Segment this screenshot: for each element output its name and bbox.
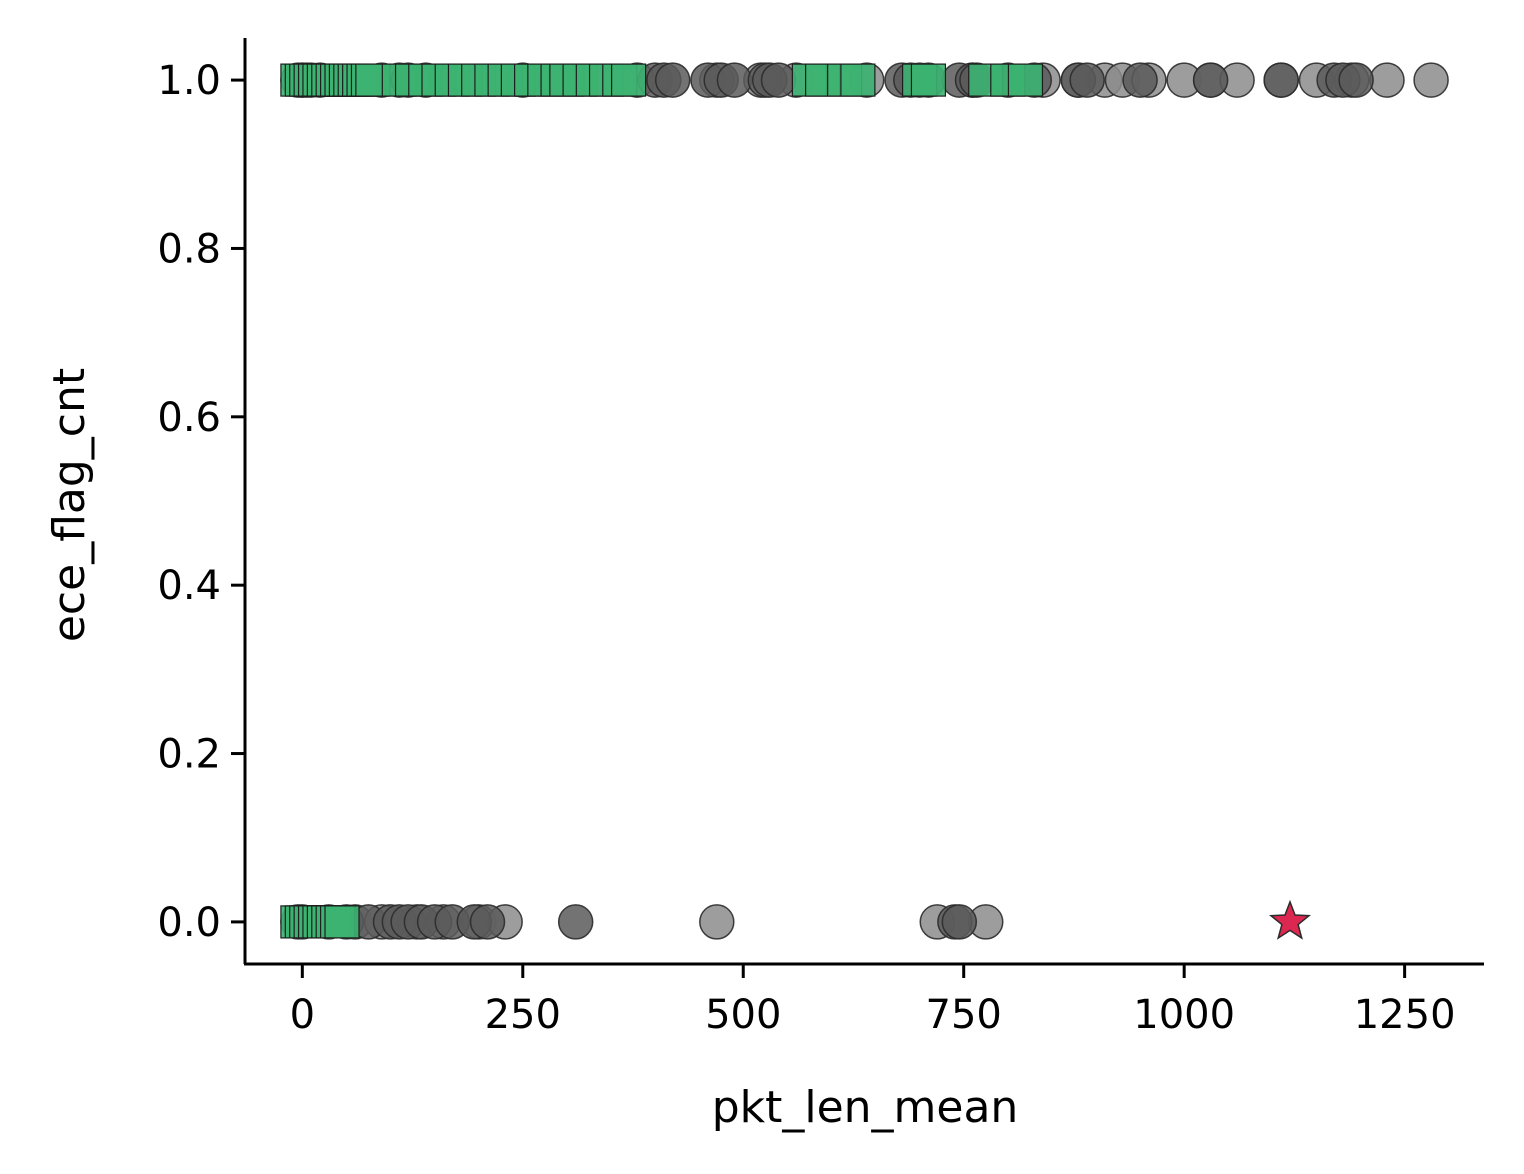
y-tick-group: 0.0 0.2 0.4 0.6 0.8 1.0: [157, 58, 245, 946]
scatter-point-circle: [1338, 62, 1374, 98]
scatter-point-circle: [1069, 62, 1105, 98]
scatter-point-square: [611, 63, 647, 97]
scatter-point-square: [840, 63, 876, 97]
scatter-point-square: [910, 63, 947, 97]
marker-layer: [280, 62, 1449, 940]
y-axis-label: ece_flag_cnt: [44, 368, 95, 642]
scatter-point-square: [324, 905, 360, 939]
scatter-point-circle: [941, 904, 978, 940]
scatter-point-circle: [1122, 62, 1158, 98]
y-tick-label: 1.0: [157, 58, 221, 104]
scatter-point-circle: [716, 62, 753, 98]
y-tick-label: 0.4: [157, 563, 221, 609]
scatter-point-circle: [654, 62, 691, 98]
y-tick-label: 0.0: [157, 900, 221, 946]
x-tick-label: 250: [485, 992, 561, 1038]
y-tick-label: 0.8: [157, 226, 221, 272]
x-axis-label: pkt_len_mean: [712, 1082, 1019, 1133]
x-tick-label: 1000: [1133, 992, 1235, 1038]
y-tick-label: 0.2: [157, 732, 221, 778]
scatter-point-circle: [1413, 62, 1449, 98]
scatter-point-circle: [1369, 62, 1405, 98]
scatter-point-square: [1007, 63, 1044, 97]
scatter-point-circle: [760, 62, 797, 98]
scatter-point-circle: [699, 904, 735, 940]
scatter-point-circle: [469, 904, 506, 940]
scatter-point-circle: [557, 904, 594, 940]
x-tick-label: 750: [926, 992, 1002, 1038]
scatter-point-circle: [1192, 62, 1229, 98]
scatter-point-star: [1268, 899, 1312, 940]
x-tick-label: 1250: [1354, 992, 1456, 1038]
y-tick-label: 0.6: [157, 395, 221, 441]
x-tick-label: 0: [290, 992, 315, 1038]
x-tick-group: 0 250 500 750 1000 1250: [290, 964, 1456, 1038]
x-tick-label: 500: [705, 992, 781, 1038]
scatter-point-circle: [1263, 62, 1299, 98]
